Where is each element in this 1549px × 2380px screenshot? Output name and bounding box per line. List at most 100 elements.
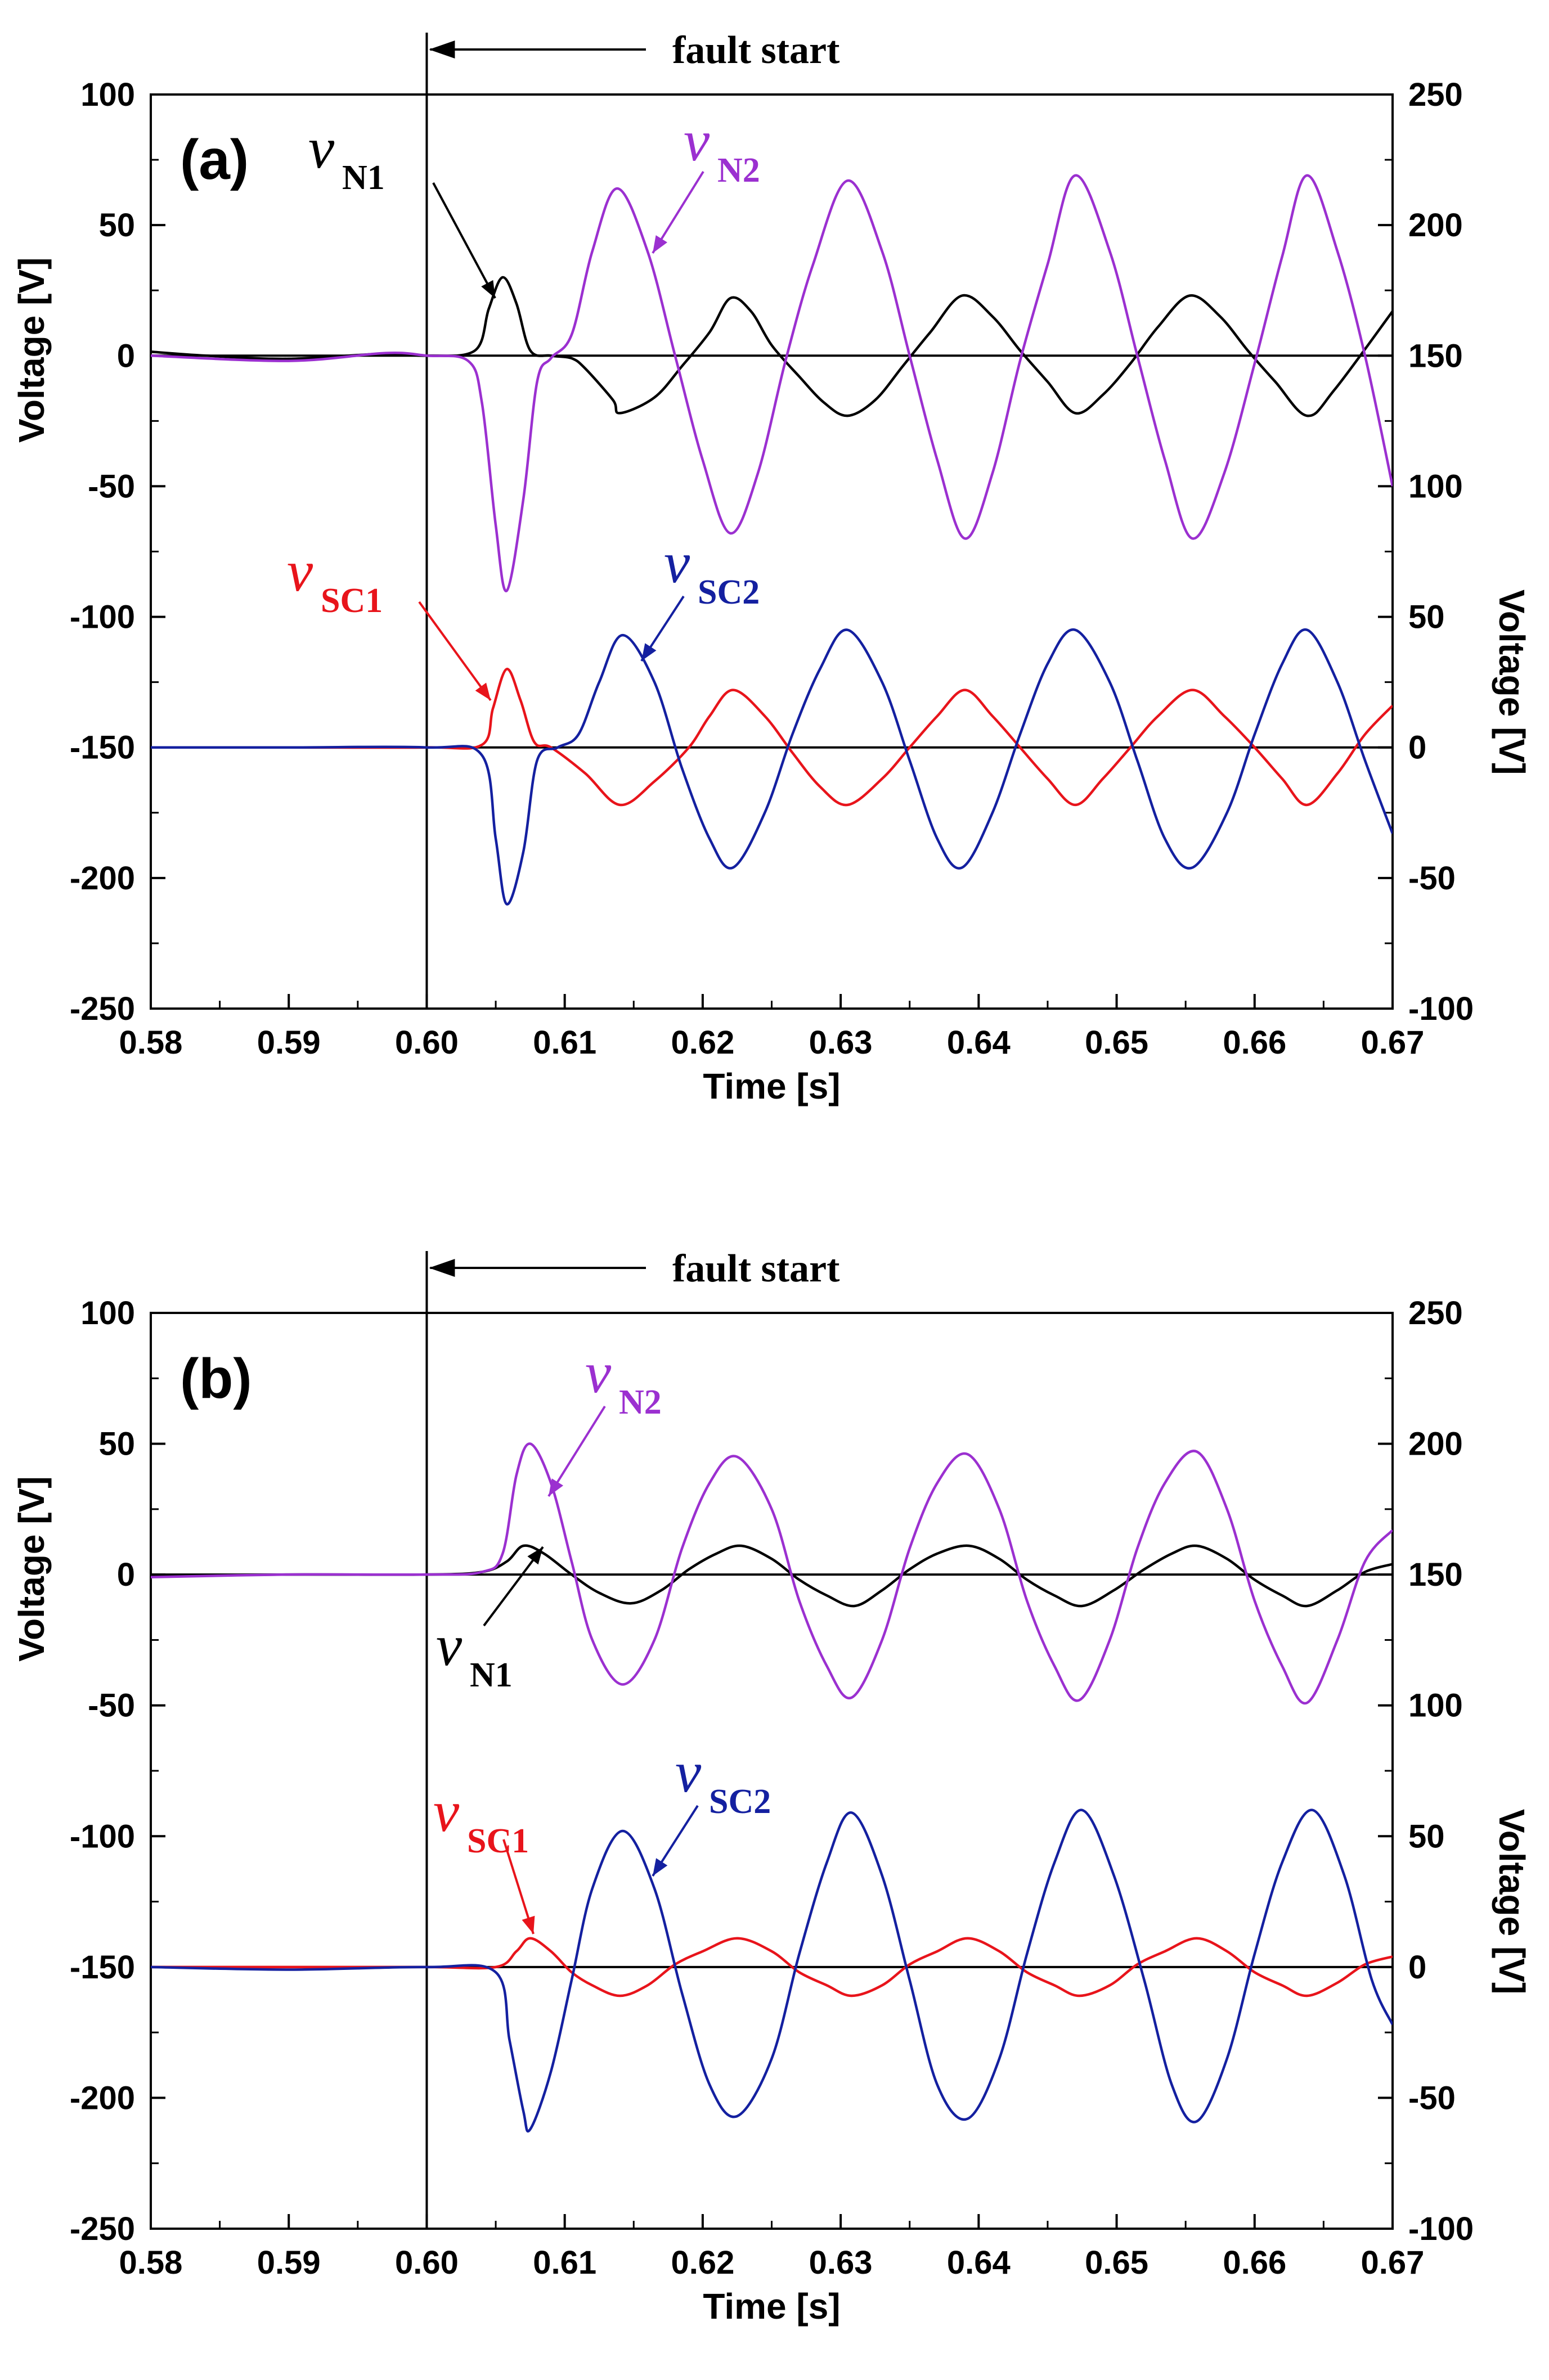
signal-label-arrowhead <box>653 1858 668 1876</box>
label-vsc1: v SC1 <box>433 1779 535 1934</box>
signal-label-arrow <box>418 601 492 701</box>
y-left-axis-title: Voltage [V] <box>11 258 52 443</box>
fault-arrow-head <box>429 41 455 59</box>
y-left-tick-label: -50 <box>88 468 135 505</box>
fault-start-label: fault start <box>672 1247 839 1290</box>
label-vn2: v N2 <box>652 109 760 254</box>
y-left-tick-label: -200 <box>70 860 135 897</box>
x-tick-label: 0.65 <box>1085 2244 1148 2281</box>
signal-label-sub: SC1 <box>321 582 383 620</box>
x-axis: 0.58 0.59 0.60 0.61 0.62 0.63 0.64 0.65 0.66 0.67… <box>119 994 1425 1106</box>
y-left-axis-title: Voltage [V] <box>11 1476 52 1662</box>
y-right-tick-label: 250 <box>1408 1295 1463 1331</box>
x-tick-label: 0.59 <box>257 2244 321 2281</box>
signal-label-arrowhead <box>522 1915 535 1934</box>
signal-label-arrowhead <box>481 280 495 298</box>
panel-b: 0.58 0.59 0.60 0.61 0.62 0.63 0.64 0.65 0.66 0.67… <box>11 1247 1532 2327</box>
y-left-tick-label: -150 <box>70 1949 135 1986</box>
y-right-tick-label: -100 <box>1408 991 1474 1027</box>
y-axis-right: 250 200 150 100 50 0 -50 -100 Voltage [V] <box>1378 77 1532 1027</box>
panel-label: (b) <box>180 1347 252 1410</box>
x-tick-label: 0.66 <box>1223 2244 1286 2281</box>
label-vn1: v N1 <box>308 116 496 299</box>
series-group <box>151 174 1393 906</box>
signal-label-arrowhead <box>475 682 491 700</box>
x-tick-label: 0.60 <box>395 1024 459 1061</box>
signal-label-arrowhead <box>527 1547 543 1565</box>
signal-label-main: v <box>436 1613 463 1678</box>
y-axis-right: 250 200 150 100 50 0 -50 -100 Voltage [V] <box>1378 1295 1532 2247</box>
y-left-tick-label: 0 <box>117 1556 135 1593</box>
signal-label-sub: SC2 <box>698 573 760 611</box>
y-left-tick-label: 50 <box>98 207 135 244</box>
x-tick-label: 0.67 <box>1361 2244 1425 2281</box>
signal-label-sub: SC1 <box>467 1822 529 1860</box>
series-group <box>151 1442 1393 2133</box>
series-line-vN1 <box>151 276 1393 417</box>
label-vsc1: v SC1 <box>287 539 492 701</box>
label-vn2: v N2 <box>547 1340 662 1497</box>
y-right-tick-label: 0 <box>1408 730 1426 766</box>
signal-label-arrowhead <box>653 235 668 253</box>
x-tick-label: 0.59 <box>257 1024 321 1061</box>
y-right-tick-label: 100 <box>1408 468 1463 505</box>
x-tick-label: 0.58 <box>119 1024 183 1061</box>
signal-label-arrowhead <box>641 643 657 661</box>
series-line-vSC1 <box>151 1937 1393 1997</box>
label-vsc2: v SC2 <box>640 530 760 662</box>
x-tick-label: 0.62 <box>671 2244 734 2281</box>
x-tick-label: 0.60 <box>395 2244 459 2281</box>
y-right-axis-title: Voltage [V] <box>1492 1809 1532 1995</box>
x-tick-label: 0.64 <box>947 2244 1011 2281</box>
y-right-tick-label: 250 <box>1408 77 1463 113</box>
y-left-tick-label: 100 <box>80 77 135 113</box>
signal-label-sub: N1 <box>342 159 385 197</box>
y-right-tick-label: -50 <box>1408 2080 1456 2116</box>
signal-label-main: v <box>433 1779 460 1844</box>
series-line-vSC2 <box>151 1808 1393 2133</box>
y-left-tick-label: -50 <box>88 1688 135 1724</box>
y-right-tick-label: 200 <box>1408 207 1463 244</box>
signal-label-main: v <box>684 109 710 173</box>
y-right-tick-label: 150 <box>1408 1556 1463 1593</box>
label-vn1: v N1 <box>436 1546 544 1694</box>
series-line-vN1 <box>151 1544 1393 1608</box>
label-vsc2: v SC2 <box>652 1740 771 1877</box>
y-left-tick-label: -100 <box>70 1818 135 1855</box>
y-right-tick-label: 200 <box>1408 1426 1463 1463</box>
y-right-tick-label: 0 <box>1408 1949 1426 1986</box>
signal-label-arrow <box>547 1405 606 1497</box>
y-right-tick-label: 50 <box>1408 1818 1445 1855</box>
series-line-vSC1 <box>151 668 1393 807</box>
y-right-tick-label: -50 <box>1408 860 1456 897</box>
signal-label-main: v <box>308 116 335 181</box>
y-axis-left: 100 50 0 -50 -100 -150 -200 -250 Voltage [V] <box>11 1295 165 2247</box>
signal-label-sub: SC2 <box>709 1783 771 1821</box>
y-right-tick-label: -100 <box>1408 2211 1474 2247</box>
x-tick-label: 0.66 <box>1223 1024 1286 1061</box>
y-left-tick-label: -200 <box>70 2080 135 2116</box>
x-tick-label: 0.63 <box>809 2244 873 2281</box>
y-right-axis-title: Voltage [V] <box>1492 590 1532 775</box>
signal-label-sub: N2 <box>619 1383 662 1421</box>
signal-label-main: v <box>585 1340 612 1405</box>
signal-label-sub: N2 <box>717 151 760 190</box>
fault-start-annotation: fault start <box>429 29 839 72</box>
signal-label-arrow <box>432 182 496 299</box>
x-tick-label: 0.61 <box>533 1024 596 1061</box>
y-left-tick-label: 100 <box>80 1295 135 1331</box>
plot-frame <box>150 1312 1394 2230</box>
signal-label-main: v <box>287 539 313 604</box>
y-left-tick-label: 0 <box>117 338 135 374</box>
y-left-tick-label: -250 <box>70 2211 135 2247</box>
series-line-vSC2 <box>151 628 1393 906</box>
x-tick-label: 0.67 <box>1361 1024 1425 1061</box>
x-axis-title: Time [s] <box>703 1066 840 1106</box>
y-left-tick-label: 50 <box>98 1426 135 1463</box>
series-line-vN2 <box>151 174 1393 592</box>
signal-label-main: v <box>675 1740 702 1805</box>
y-right-tick-label: 150 <box>1408 338 1463 374</box>
signal-label-main: v <box>664 530 690 595</box>
x-tick-label: 0.64 <box>947 1024 1011 1061</box>
